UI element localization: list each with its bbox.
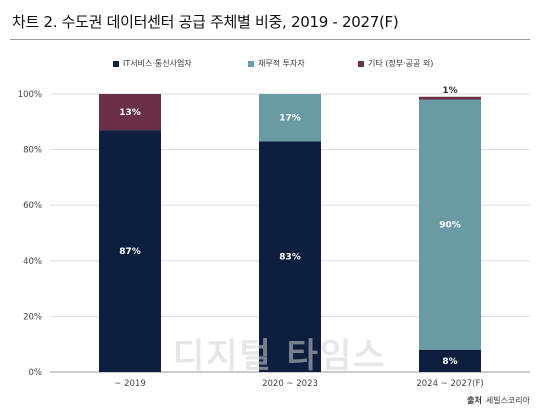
legend-item-other: 기타 (정부·공공 외) xyxy=(358,58,433,69)
y-tick-label: 100% xyxy=(18,90,42,100)
y-tick-label: 0% xyxy=(29,368,43,378)
legend-swatch-it-service xyxy=(113,60,119,67)
x-tick-label: 2020 ~ 2023 xyxy=(262,379,318,389)
bar-segment xyxy=(99,94,161,131)
legend-label-other: 기타 (정부·공공 외) xyxy=(368,59,434,68)
legend-item-it-service: IT서비스·통신사업자 xyxy=(113,58,192,69)
bar-segment xyxy=(419,96,481,100)
y-tick-label: 60% xyxy=(23,201,42,211)
bar-segment xyxy=(259,94,321,142)
legend-label-financial-investor: 재무적 투자자 xyxy=(258,59,305,68)
data-label: 83% xyxy=(279,253,301,263)
legend-swatch-financial-investor xyxy=(248,60,254,67)
data-label: 87% xyxy=(119,247,141,257)
data-label: 1% xyxy=(442,86,457,96)
y-tick-label: 20% xyxy=(23,312,42,322)
data-label: 90% xyxy=(439,221,461,231)
x-tick-label: ~ 2019 xyxy=(114,379,145,389)
x-tick-label: 2024 ~ 2027(F) xyxy=(416,379,483,389)
legend: IT서비스·통신사업자 재무적 투자자 기타 (정부·공공 외) xyxy=(0,58,540,72)
chart-title: 차트 2. 수도권 데이터센터 공급 주체별 비중, 2019 - 2027(F… xyxy=(12,13,399,31)
data-label: 13% xyxy=(119,108,141,118)
legend-item-financial-investor: 재무적 투자자 xyxy=(248,58,305,69)
watermark: 디지털 타임스 xyxy=(173,336,387,376)
source-text: 세빌스코리아 xyxy=(485,396,530,405)
data-label: 8% xyxy=(442,357,457,367)
data-label: 17% xyxy=(279,114,301,124)
y-tick-label: 40% xyxy=(23,257,42,267)
title-divider xyxy=(10,39,530,40)
bar-segment xyxy=(419,99,481,350)
source-note: 출처 세빌스코리아 xyxy=(467,395,530,406)
bar-segment xyxy=(99,130,161,372)
legend-label-it-service: IT서비스·통신사업자 xyxy=(123,59,192,68)
legend-swatch-other xyxy=(358,60,364,67)
source-label: 출처 xyxy=(467,396,482,405)
bar-segment xyxy=(259,141,321,372)
bar-segment xyxy=(419,349,481,372)
y-tick-label: 80% xyxy=(23,146,42,156)
